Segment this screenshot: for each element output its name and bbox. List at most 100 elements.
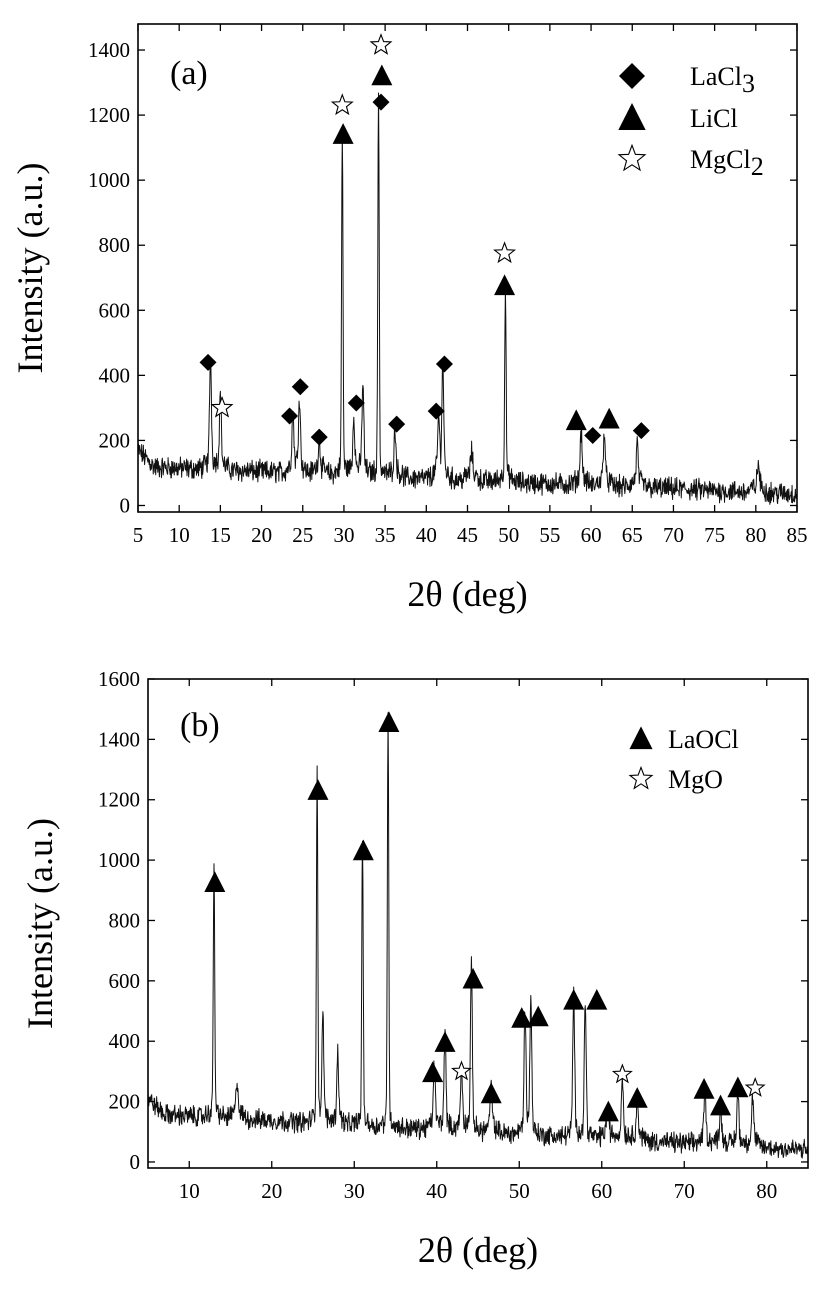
- x-tick-label: 35: [375, 523, 396, 547]
- y-tick-label: 1200: [98, 788, 140, 812]
- x-tick-label: 40: [426, 1179, 447, 1203]
- peak-marker-lacl3: [388, 415, 406, 433]
- peak-marker-laocl: [378, 711, 400, 732]
- x-tick-label: 50: [509, 1179, 530, 1203]
- x-tick-label: 20: [251, 523, 272, 547]
- legend-label: LiCl: [690, 104, 738, 133]
- x-tick-label: 50: [498, 523, 519, 547]
- peak-marker-lacl3: [347, 394, 365, 412]
- peak-marker-mgcl2: [330, 93, 354, 116]
- peak-marker-laocl: [710, 1094, 732, 1116]
- peak-marker-mgo: [451, 1060, 472, 1081]
- panel-label: (a): [170, 55, 208, 92]
- peak-marker-lacl3: [584, 427, 602, 445]
- peak-marker-laocl: [511, 1007, 533, 1028]
- x-axis-title: 2θ (deg): [407, 574, 527, 614]
- peak-marker-laocl: [527, 1005, 549, 1027]
- x-tick-label: 70: [663, 523, 684, 547]
- peak-marker-lacl3: [632, 422, 650, 440]
- y-axis-title: Intensity (a.u.): [10, 163, 50, 374]
- legend-label: MgO: [668, 765, 723, 794]
- y-tick-label: 1400: [98, 727, 140, 751]
- peak-marker-laocl: [626, 1087, 648, 1108]
- peak-marker-laocl: [204, 871, 226, 892]
- peak-marker-lacl3: [281, 407, 299, 425]
- x-tick-label: 20: [261, 1179, 282, 1203]
- plot-frame: [147, 678, 809, 1169]
- peak-marker-laocl: [586, 988, 608, 1010]
- peak-marker-laocl: [462, 967, 484, 989]
- legend-diamond-icon: [619, 63, 645, 89]
- peak-marker-lacl3: [372, 93, 390, 111]
- x-tick-label: 5: [133, 523, 144, 547]
- peak-marker-laocl: [597, 1100, 619, 1122]
- x-tick-label: 15: [210, 523, 231, 547]
- x-tick-label: 60: [591, 1179, 612, 1203]
- peak-marker-laocl: [693, 1078, 715, 1099]
- y-tick-label: 200: [99, 428, 131, 452]
- x-axis-title: 2θ (deg): [418, 1230, 538, 1270]
- peak-marker-mgo: [744, 1076, 766, 1097]
- legend: LaOCl MgO: [628, 725, 739, 794]
- y-tick-label: 1600: [98, 667, 140, 691]
- peak-marker-laocl: [422, 1061, 444, 1083]
- x-tick-label: 75: [704, 523, 725, 547]
- peak-marker-licl: [332, 123, 354, 144]
- y-tick-label: 1000: [88, 168, 130, 192]
- peak-marker-laocl: [480, 1082, 502, 1104]
- legend-label: LaCl3: [690, 62, 755, 98]
- panel-label: (b): [180, 707, 220, 744]
- legend-star-icon: [617, 143, 647, 172]
- legend-triangle-icon: [629, 726, 653, 750]
- y-axis-title: Intensity (a.u.): [20, 818, 60, 1029]
- peak-marker-mgcl2: [210, 395, 234, 418]
- peak-marker-laocl: [563, 988, 585, 1010]
- x-tick-label: 10: [169, 523, 190, 547]
- peak-marker-licl: [494, 274, 516, 296]
- y-tick-label: 1400: [88, 38, 130, 62]
- plot-frame: [137, 23, 798, 513]
- peak-marker-licl: [565, 409, 587, 431]
- legend-label: MgCl2: [690, 145, 764, 181]
- xrd-pattern-line: [148, 712, 808, 1159]
- x-tick-label: 80: [756, 1179, 777, 1203]
- peak-marker-lacl3: [427, 402, 445, 420]
- peak-marker-mgcl2: [369, 33, 393, 55]
- peak-marker-lacl3: [199, 353, 217, 371]
- y-tick-label: 0: [130, 1150, 141, 1174]
- peak-marker-licl: [598, 407, 620, 429]
- peak-marker-lacl3: [310, 428, 328, 446]
- legend-star-small-icon: [628, 765, 654, 790]
- x-tick-label: 30: [333, 523, 354, 547]
- y-tick-label: 600: [99, 298, 131, 322]
- x-tick-label: 60: [581, 523, 602, 547]
- y-tick-label: 600: [109, 969, 141, 993]
- xrd-pattern-line: [138, 92, 797, 505]
- y-tick-label: 200: [109, 1090, 141, 1114]
- y-tick-label: 1000: [98, 848, 140, 872]
- y-tick-label: 1200: [88, 103, 130, 127]
- peak-marker-laocl: [307, 779, 329, 800]
- peak-marker-laocl: [727, 1076, 749, 1098]
- x-tick-label: 55: [539, 523, 560, 547]
- panel-b: 10 20 30 40 50 60 70 80020040060080010001200140…: [20, 667, 809, 1270]
- y-tick-label: 800: [109, 908, 141, 932]
- x-tick-label: 30: [344, 1179, 365, 1203]
- peak-marker-mgo: [611, 1063, 633, 1084]
- y-tick-label: 400: [99, 363, 131, 387]
- y-tick-label: 800: [99, 233, 131, 257]
- peak-marker-lacl3: [291, 378, 309, 396]
- x-tick-label: 65: [622, 523, 643, 547]
- peak-marker-mgcl2: [493, 241, 517, 264]
- y-tick-label: 400: [109, 1029, 141, 1053]
- legend-label: LaOCl: [668, 725, 739, 754]
- x-tick-label: 25: [292, 523, 313, 547]
- x-tick-label: 45: [457, 523, 478, 547]
- x-tick-label: 10: [179, 1179, 200, 1203]
- panel-a: 5 10 15 20 25 30 35 40 45 50 55 60 65 70 75 80 85 0 200 400…: [10, 23, 808, 614]
- x-tick-label: 40: [416, 523, 437, 547]
- legend: LaCl3 LiCl MgCl2: [617, 62, 764, 181]
- peak-marker-laocl: [352, 839, 374, 861]
- peak-marker-laocl: [434, 1031, 456, 1052]
